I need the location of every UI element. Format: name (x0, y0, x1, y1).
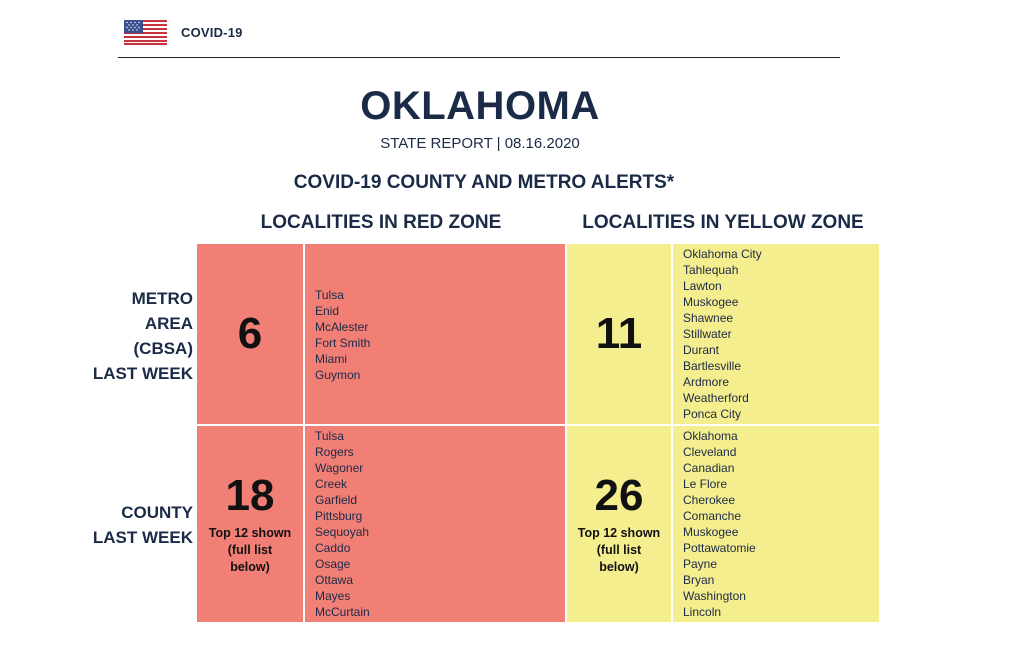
list-item: Muskogee (683, 525, 739, 539)
list-item: Miami (315, 352, 347, 366)
list-item: Le Flore (683, 477, 728, 491)
county-yellow-list: Oklahoma Cleveland Canadian Le Flore Che… (673, 426, 879, 622)
county-yellow-note: Top 12 shown (full list below) (578, 525, 660, 576)
county-yellow-count-cell: 26 Top 12 shown (full list below) (567, 426, 671, 622)
list-item: Oklahoma (683, 429, 738, 443)
header-divider (118, 57, 840, 58)
report-subtitle: STATE REPORT | 08.16.2020 (380, 135, 580, 152)
county-red-count-cell: 18 Top 12 shown (full list below) (197, 426, 303, 622)
county-red-note: Top 12 shown (full list below) (209, 525, 291, 576)
list-item: Ponca City (683, 407, 742, 421)
label-line: LAST WEEK (92, 528, 193, 547)
metro-red-list: Tulsa Enid McAlester Fort Smith Miami Gu… (305, 244, 565, 424)
label-line: AREA (144, 314, 193, 333)
list-item: Ottawa (315, 573, 354, 587)
list-item: Payne (683, 557, 718, 571)
county-red-count: 18 (225, 470, 275, 520)
header-label: COVID-19 (181, 24, 243, 40)
label-line: COUNTY (121, 503, 193, 522)
page-title: OKLAHOMA (360, 84, 600, 128)
list-item: Washington (683, 589, 746, 603)
metro-red-count: 6 (237, 309, 263, 358)
list-item: Pittsburg (315, 509, 363, 523)
list-item: Cherokee (683, 493, 736, 507)
list-item: McCurtain (315, 605, 370, 619)
alerts-heading: COVID-19 COUNTY AND METRO ALERTS* (293, 172, 675, 193)
yellow-zone-heading: LOCALITIES IN YELLOW ZONE (582, 212, 864, 233)
list-item: Tulsa (315, 288, 344, 302)
note-line: below) (599, 559, 639, 574)
note-line: Top 12 shown (577, 525, 661, 540)
list-item: Sequoyah (315, 525, 370, 539)
list-item: Bryan (683, 573, 715, 587)
note-line: (full list (596, 542, 642, 557)
list-item: Fort Smith (315, 336, 371, 350)
list-item: Caddo (315, 541, 351, 555)
list-item: Weatherford (683, 391, 749, 405)
list-item: Ardmore (683, 375, 730, 389)
list-item: Tahlequah (683, 263, 739, 277)
list-item: Guymon (315, 368, 361, 382)
red-zone-heading: LOCALITIES IN RED ZONE (260, 212, 502, 233)
metro-yellow-list: Oklahoma City Tahlequah Lawton Muskogee … (673, 244, 879, 424)
list-item: Stillwater (683, 327, 732, 341)
list-item: Bartlesville (683, 359, 742, 373)
note-line: Top 12 shown (208, 525, 292, 540)
list-item: Osage (315, 557, 351, 571)
list-item: McAlester (315, 320, 369, 334)
report-header: COVID-19 (124, 18, 243, 46)
list-item: Durant (683, 343, 720, 357)
note-line: below) (230, 559, 270, 574)
list-item: Cleveland (683, 445, 737, 459)
metro-row-label: METRO AREA (CBSA) LAST WEEK (60, 286, 193, 386)
us-flag-icon (124, 19, 167, 45)
list-item: Oklahoma City (683, 247, 762, 261)
list-item: Enid (315, 304, 340, 318)
note-line: (full list (227, 542, 273, 557)
metro-yellow-count-cell: 11 (567, 244, 671, 424)
list-item: Mayes (315, 589, 351, 603)
list-item: Garfield (315, 493, 358, 507)
metro-yellow-count: 11 (595, 309, 643, 358)
list-item: Shawnee (683, 311, 734, 325)
list-item: Pottawatomie (683, 541, 756, 555)
list-item: Lincoln (683, 605, 722, 619)
list-item: Muskogee (683, 295, 739, 309)
list-item: Canadian (683, 461, 735, 475)
list-item: Rogers (315, 445, 354, 459)
metro-red-count-cell: 6 (197, 244, 303, 424)
county-row-label: COUNTY LAST WEEK (60, 500, 193, 550)
label-line: LAST WEEK (92, 364, 193, 383)
county-yellow-count: 26 (594, 470, 644, 520)
list-item: Tulsa (315, 429, 344, 443)
list-item: Comanche (683, 509, 742, 523)
list-item: Lawton (683, 279, 722, 293)
label-line: (CBSA) (133, 339, 194, 358)
county-red-list: Tulsa Rogers Wagoner Creek Garfield Pitt… (305, 426, 565, 622)
list-item: Creek (315, 477, 348, 491)
label-line: METRO (131, 289, 193, 308)
list-item: Wagoner (315, 461, 364, 475)
